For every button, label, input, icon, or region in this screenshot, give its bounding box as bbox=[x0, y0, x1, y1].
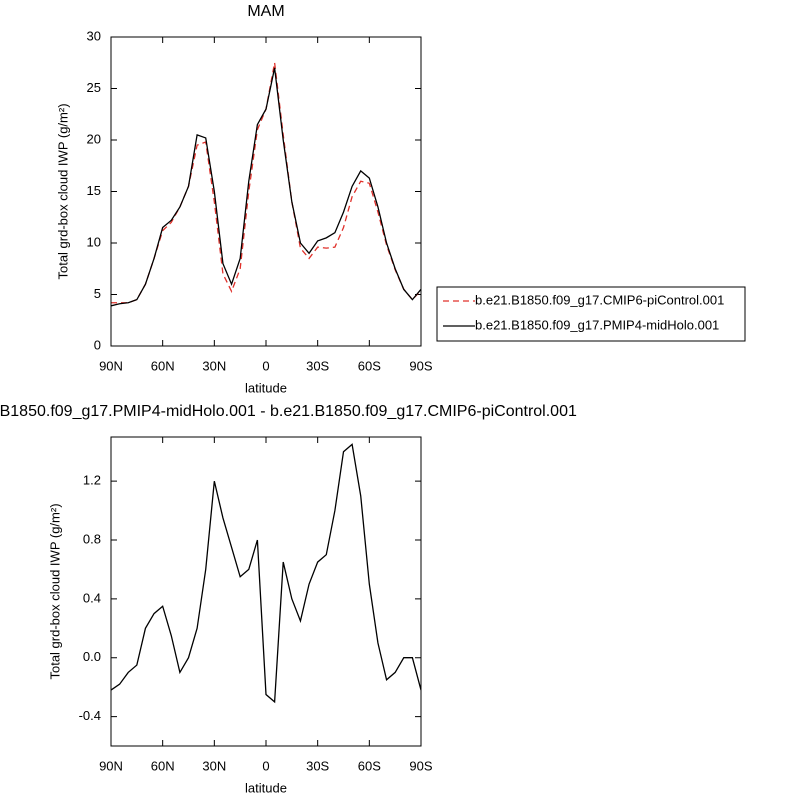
x-tick-label: 30N bbox=[202, 358, 226, 373]
y-axis-label: Total grd-box cloud IWP (g/m²) bbox=[47, 503, 62, 679]
y-tick-label: 0.0 bbox=[83, 649, 101, 664]
x-tick-label: 60N bbox=[151, 358, 175, 373]
y-tick-label: 0.8 bbox=[83, 531, 101, 546]
data-line bbox=[111, 62, 421, 304]
chart-title: MAM bbox=[247, 3, 284, 20]
x-tick-label: 60S bbox=[358, 358, 381, 373]
y-tick-label: 5 bbox=[94, 286, 101, 301]
y-tick-label: 0.4 bbox=[83, 590, 101, 605]
x-axis-label: latitude bbox=[245, 380, 287, 395]
plot-frame bbox=[110, 436, 422, 747]
legend-box bbox=[436, 286, 746, 342]
x-tick-label: 30S bbox=[306, 758, 329, 773]
data-line bbox=[111, 443, 421, 704]
x-tick-label: 90S bbox=[409, 358, 432, 373]
y-tick-label: 0 bbox=[94, 337, 101, 352]
x-tick-label: 0 bbox=[262, 358, 269, 373]
x-tick-label: 90N bbox=[99, 358, 123, 373]
y-axis-label: Total grd-box cloud IWP (g/m²) bbox=[55, 103, 70, 279]
y-tick-label: 15 bbox=[87, 183, 101, 198]
y-tick-label: 20 bbox=[87, 131, 101, 146]
x-tick-label: 30N bbox=[202, 758, 226, 773]
legend-label: b.e21.B1850.f09_g17.CMIP6-piControl.001 bbox=[475, 292, 724, 307]
x-tick-label: 90S bbox=[409, 758, 432, 773]
y-tick-label: -0.4 bbox=[79, 708, 101, 723]
y-tick-label: 10 bbox=[87, 234, 101, 249]
x-tick-label: 30S bbox=[306, 358, 329, 373]
legend-label: b.e21.B1850.f09_g17.PMIP4-midHolo.001 bbox=[475, 317, 719, 332]
data-line bbox=[111, 67, 421, 307]
x-axis-label: latitude bbox=[245, 780, 287, 795]
y-tick-label: 30 bbox=[87, 28, 101, 43]
x-tick-label: 90N bbox=[99, 758, 123, 773]
x-tick-label: 60S bbox=[358, 758, 381, 773]
x-tick-label: 60N bbox=[151, 758, 175, 773]
x-tick-label: 0 bbox=[262, 758, 269, 773]
chart-title: b.e21.B1850.f09_g17.PMIP4-midHolo.001 - … bbox=[0, 403, 577, 420]
y-tick-label: 1.2 bbox=[83, 473, 101, 488]
y-tick-label: 25 bbox=[87, 80, 101, 95]
plot-frame bbox=[110, 36, 422, 347]
